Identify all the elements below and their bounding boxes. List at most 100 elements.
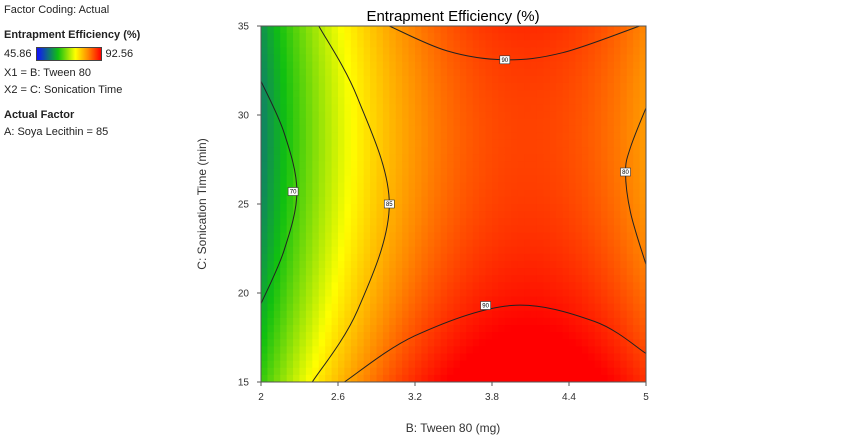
heat-cell — [511, 75, 519, 84]
heat-cell — [402, 332, 410, 340]
heat-cell — [511, 268, 519, 276]
heat-cell — [421, 232, 429, 241]
heat-cell — [466, 303, 474, 312]
heat-cell — [575, 125, 583, 134]
heat-cell — [536, 111, 544, 120]
heat-cell — [524, 33, 532, 41]
heat-cell — [562, 310, 570, 319]
heat-cell — [344, 196, 352, 205]
heat-cell — [338, 253, 346, 262]
heat-cell — [562, 239, 570, 248]
heat-cell — [331, 97, 339, 105]
heat-cell — [498, 303, 506, 312]
heat-cell — [594, 147, 602, 155]
heat-cell — [312, 68, 320, 77]
heat-cell — [363, 218, 371, 226]
heat-cell — [569, 260, 577, 269]
heat-cell — [626, 367, 634, 376]
heat-cell — [453, 310, 461, 319]
heat-cell — [267, 268, 275, 276]
heat-cell — [382, 111, 390, 120]
heat-cell — [376, 90, 384, 98]
heat-cell — [613, 317, 621, 326]
heat-cell — [498, 33, 506, 41]
heat-cell — [517, 75, 525, 84]
heat-cell — [459, 204, 467, 212]
heat-cell — [504, 218, 512, 226]
contour-label-box — [499, 55, 511, 65]
heat-cell — [434, 325, 442, 333]
heat-cell — [569, 47, 577, 56]
heat-cell — [549, 132, 557, 141]
heat-cell — [286, 61, 294, 70]
heat-cell — [511, 196, 519, 205]
heat-cell — [626, 111, 634, 120]
heat-cell — [575, 225, 583, 234]
heat-cell — [543, 161, 551, 169]
heat-cell — [466, 40, 474, 48]
heat-cell — [312, 196, 320, 205]
y-axis-label: C: Sonication Time (min) — [195, 138, 209, 269]
heat-cell — [267, 275, 275, 283]
heat-cell — [267, 282, 275, 291]
heat-cell — [299, 360, 307, 369]
heat-cell — [466, 26, 474, 34]
heat-cell — [350, 325, 358, 333]
heat-cell — [511, 253, 519, 262]
heat-cell — [511, 332, 519, 340]
heat-cell — [293, 260, 301, 269]
heat-cell — [440, 310, 448, 319]
heat-cell — [613, 282, 621, 291]
heat-cell — [613, 61, 621, 70]
heat-cell — [492, 218, 500, 226]
heat-cell — [581, 111, 589, 120]
heat-cell — [453, 132, 461, 141]
heat-cell — [273, 132, 281, 141]
heat-cell — [588, 68, 596, 77]
heat-cell — [280, 132, 288, 141]
heat-cell — [370, 225, 378, 234]
heat-cell — [466, 218, 474, 226]
heat-cell — [286, 374, 294, 382]
heat-cell — [607, 90, 615, 98]
heat-cell — [318, 317, 326, 326]
heat-cell — [299, 253, 307, 262]
heat-cell — [569, 339, 577, 347]
heat-cell — [338, 310, 346, 319]
heat-cell — [575, 282, 583, 291]
heat-cell — [633, 325, 641, 333]
heat-cell — [517, 139, 525, 148]
heat-cell — [280, 225, 288, 234]
heat-cell — [370, 303, 378, 312]
heat-cell — [479, 61, 487, 70]
heat-cell — [601, 353, 609, 362]
heat-cell — [427, 75, 435, 84]
heat-cell — [466, 189, 474, 198]
heat-cell — [626, 47, 634, 56]
heat-cell — [280, 204, 288, 212]
heat-cell — [440, 332, 448, 340]
heat-cell — [421, 239, 429, 248]
heat-cell — [466, 353, 474, 362]
heat-cell — [286, 68, 294, 77]
heat-cell — [601, 189, 609, 198]
heat-cell — [517, 189, 525, 198]
heat-cell — [434, 211, 442, 219]
heat-cell — [556, 182, 564, 191]
heat-cell — [626, 40, 634, 48]
heat-cell — [549, 168, 557, 177]
heat-cell — [524, 175, 532, 184]
heat-cell — [543, 239, 551, 248]
heat-cell — [633, 182, 641, 191]
heat-cell — [524, 346, 532, 355]
heat-cell — [459, 175, 467, 184]
heat-cell — [633, 353, 641, 362]
heat-cell — [530, 332, 538, 340]
heat-cell — [434, 196, 442, 205]
heat-cell — [325, 332, 333, 340]
heat-cell — [415, 239, 423, 248]
heat-cell — [427, 296, 435, 305]
heat-cell — [498, 253, 506, 262]
heat-cell — [453, 296, 461, 305]
